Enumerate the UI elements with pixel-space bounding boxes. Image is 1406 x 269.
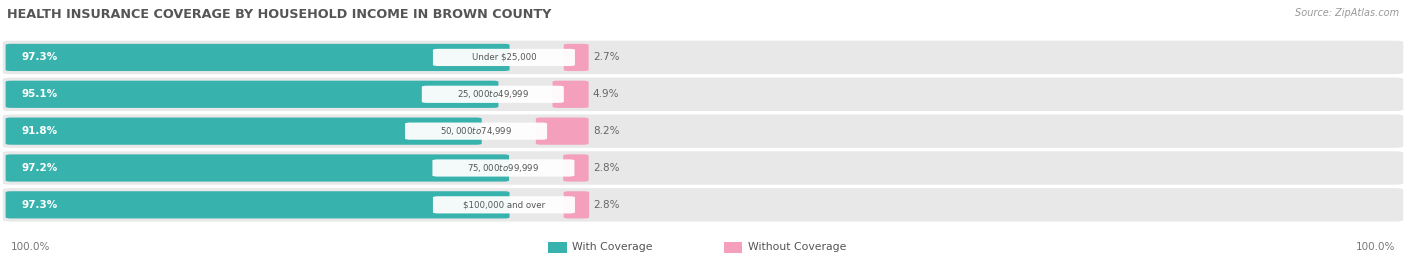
FancyBboxPatch shape <box>433 49 575 66</box>
FancyBboxPatch shape <box>433 160 575 176</box>
FancyBboxPatch shape <box>405 123 547 140</box>
FancyBboxPatch shape <box>564 191 589 218</box>
Text: 4.9%: 4.9% <box>593 89 619 99</box>
FancyBboxPatch shape <box>564 44 589 71</box>
FancyBboxPatch shape <box>3 77 1403 111</box>
Text: $75,000 to $99,999: $75,000 to $99,999 <box>467 162 540 174</box>
Text: 2.7%: 2.7% <box>593 52 619 62</box>
FancyBboxPatch shape <box>422 86 564 103</box>
Text: 100.0%: 100.0% <box>1355 242 1395 253</box>
Text: 2.8%: 2.8% <box>593 163 619 173</box>
Text: 97.2%: 97.2% <box>21 163 58 173</box>
Text: 8.2%: 8.2% <box>593 126 619 136</box>
FancyBboxPatch shape <box>6 44 509 71</box>
Text: Source: ZipAtlas.com: Source: ZipAtlas.com <box>1295 8 1399 18</box>
Text: 97.3%: 97.3% <box>21 52 58 62</box>
Text: 91.8%: 91.8% <box>21 126 58 136</box>
Text: $50,000 to $74,999: $50,000 to $74,999 <box>440 125 512 137</box>
FancyBboxPatch shape <box>724 242 742 253</box>
Text: HEALTH INSURANCE COVERAGE BY HOUSEHOLD INCOME IN BROWN COUNTY: HEALTH INSURANCE COVERAGE BY HOUSEHOLD I… <box>7 8 551 21</box>
FancyBboxPatch shape <box>548 242 567 253</box>
FancyBboxPatch shape <box>6 191 509 218</box>
FancyBboxPatch shape <box>3 188 1403 222</box>
FancyBboxPatch shape <box>3 151 1403 185</box>
FancyBboxPatch shape <box>3 41 1403 74</box>
Text: 2.8%: 2.8% <box>593 200 620 210</box>
FancyBboxPatch shape <box>6 81 498 108</box>
Text: 100.0%: 100.0% <box>11 242 51 253</box>
FancyBboxPatch shape <box>6 118 482 145</box>
Text: $25,000 to $49,999: $25,000 to $49,999 <box>457 88 529 100</box>
FancyBboxPatch shape <box>536 118 589 145</box>
FancyBboxPatch shape <box>553 81 589 108</box>
FancyBboxPatch shape <box>433 196 575 213</box>
Text: $100,000 and over: $100,000 and over <box>463 200 546 209</box>
FancyBboxPatch shape <box>564 154 589 182</box>
Text: 95.1%: 95.1% <box>21 89 58 99</box>
FancyBboxPatch shape <box>6 154 509 182</box>
Text: Without Coverage: Without Coverage <box>748 242 846 253</box>
Text: Under $25,000: Under $25,000 <box>471 53 536 62</box>
FancyBboxPatch shape <box>3 114 1403 148</box>
Text: 97.3%: 97.3% <box>21 200 58 210</box>
Text: With Coverage: With Coverage <box>572 242 652 253</box>
